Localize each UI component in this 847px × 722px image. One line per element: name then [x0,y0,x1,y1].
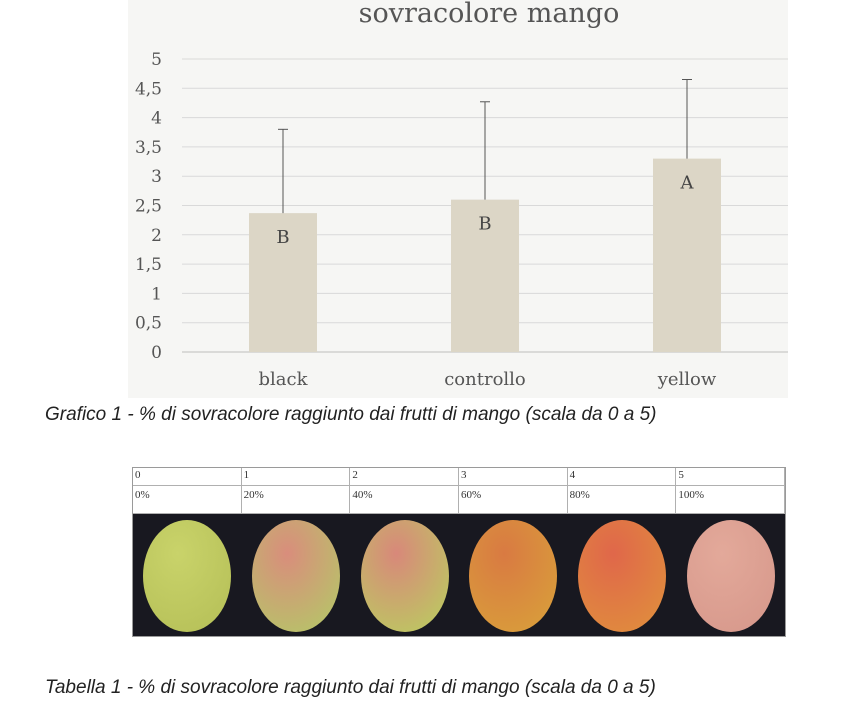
scale-column: 1 20% [241,468,351,636]
mango-fruit-image [360,520,449,632]
significance-letter: B [478,214,491,235]
mango-fruit-image [686,520,775,632]
overcolor-scale-table: 0 0% 1 20% 2 40% 3 60% 4 80% 5 100% [132,467,786,637]
scale-percent: 80% [567,486,677,514]
y-tick-label: 1 [151,284,162,304]
table-caption: Tabella 1 - % di sovracolore raggiunto d… [45,677,656,698]
scale-column: 3 60% [459,468,568,636]
y-tick-label: 0,5 [135,314,162,334]
scale-grade: 2 [350,468,459,486]
y-tick-label: 3,5 [135,138,162,158]
y-tick-label: 0 [151,343,162,363]
y-tick-label: 2 [151,226,162,246]
y-tick-label: 1,5 [135,255,162,275]
y-tick-label: 5 [151,50,162,70]
scale-percent: 20% [241,486,351,514]
scale-grade: 1 [241,468,351,486]
scale-column: 4 80% [567,468,677,636]
scale-percent: 60% [459,486,568,514]
mango-photo [676,514,785,636]
mango-fruit-image [469,520,558,632]
scale-column: 0 0% [133,468,242,636]
chart-title: sovracolore mango [359,0,620,29]
mango-fruit-image [251,520,340,632]
y-tick-label: 3 [151,167,162,187]
scale-percent: 0% [133,486,242,514]
y-tick-label: 4,5 [135,79,162,99]
mango-photo [459,514,568,636]
bar [653,158,721,352]
bar [451,199,519,352]
mango-photo [567,514,677,636]
scale-grade: 4 [567,468,677,486]
bar [249,213,317,352]
scale-grade: 5 [676,468,785,486]
chart-caption: Grafico 1 - % di sovracolore raggiunto d… [45,404,657,425]
scale-grade: 0 [133,468,242,486]
scale-percent: 40% [350,486,459,514]
scale-column: 5 100% [676,468,785,636]
mango-photo [241,514,351,636]
mango-fruit-image [577,520,666,632]
mango-fruit-image [143,520,232,632]
scale-percent: 100% [676,486,785,514]
mango-photo [350,514,459,636]
bar-chart: sovracolore mango 0 0,5 1 1,5 2 2,5 3 3,5 4 4,5 5 Bb… [135,0,788,390]
scale-column: 2 40% [350,468,459,636]
significance-letter: B [276,227,289,248]
x-tick-label: controllo [444,369,526,390]
y-tick-label: 4 [151,109,162,129]
x-tick-label: black [259,369,309,390]
significance-letter: A [680,173,695,194]
x-tick-label: yellow [657,369,717,390]
scale-grade: 3 [459,468,568,486]
mango-photo [133,514,242,636]
y-tick-label: 2,5 [135,197,162,217]
